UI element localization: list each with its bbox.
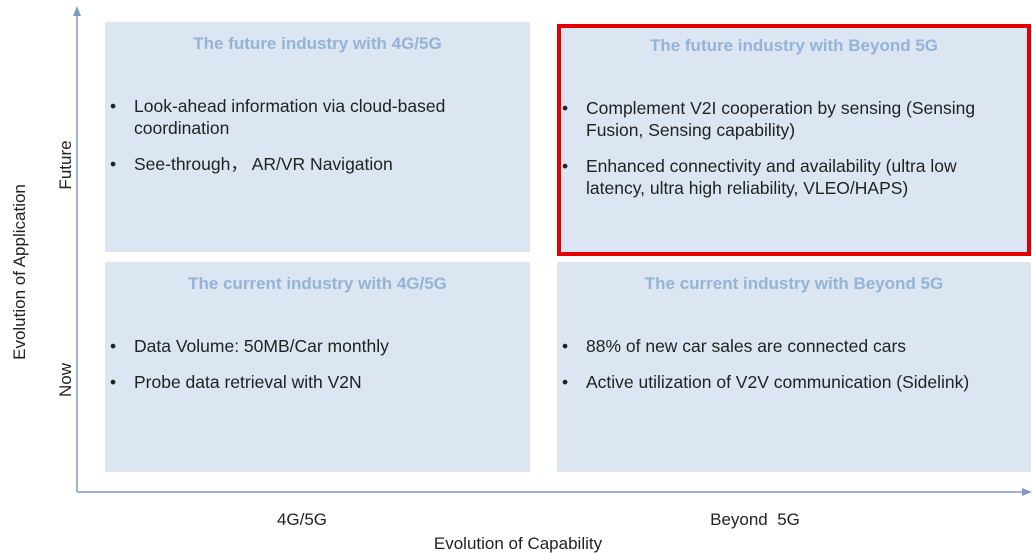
bullet-list: Data Volume: 50MB/Car monthly Probe data … xyxy=(105,335,530,407)
y-label: Future xyxy=(56,140,75,190)
x-arrow xyxy=(1022,488,1032,496)
bullet-list: Complement V2I cooperation by sensing (S… xyxy=(557,97,1007,213)
x-label: 4G/5G xyxy=(276,510,328,529)
quadrant: The future industry with 4G/5G Look-ahea… xyxy=(105,22,530,252)
bullet-list: 88% of new car sales are connected cars A… xyxy=(557,335,1007,407)
x-title: Evolution of Capability xyxy=(433,534,603,553)
bullet: 88% of new car sales are connected cars xyxy=(557,335,1007,357)
quadrant-title: The current industry with 4G/5G xyxy=(188,274,447,293)
bullet: Data Volume: 50MB/Car monthly xyxy=(105,335,530,357)
bullet: See-through， AR/VR Navigation xyxy=(105,153,530,175)
y-arrow xyxy=(73,6,81,16)
quadrant-title: The future industry with Beyond 5G xyxy=(649,36,939,55)
x-label: Beyond 5G xyxy=(710,510,800,529)
quadrant-title: The current industry with Beyond 5G xyxy=(644,274,944,293)
bullet-list: Look-ahead information via cloud-based c… xyxy=(105,95,530,189)
quadrant: The future industry with Beyond 5G Compl… xyxy=(557,24,1031,256)
bullet: Active utilization of V2V communication … xyxy=(557,371,1007,393)
quadrant: The current industry with 4G/5G Data Vol… xyxy=(105,262,530,472)
y-title: Evolution of Application xyxy=(10,184,29,360)
bullet: Enhanced connectivity and availability (… xyxy=(557,155,1007,199)
bullet: Look-ahead information via cloud-based c… xyxy=(105,95,530,139)
bullet: Probe data retrieval with V2N xyxy=(105,371,530,393)
quadrant-title: The future industry with 4G/5G xyxy=(193,34,442,53)
quadrant: The current industry with Beyond 5G 88% … xyxy=(557,262,1031,472)
bullet: Complement V2I cooperation by sensing (S… xyxy=(557,97,1007,141)
y-label: Now xyxy=(56,362,75,398)
